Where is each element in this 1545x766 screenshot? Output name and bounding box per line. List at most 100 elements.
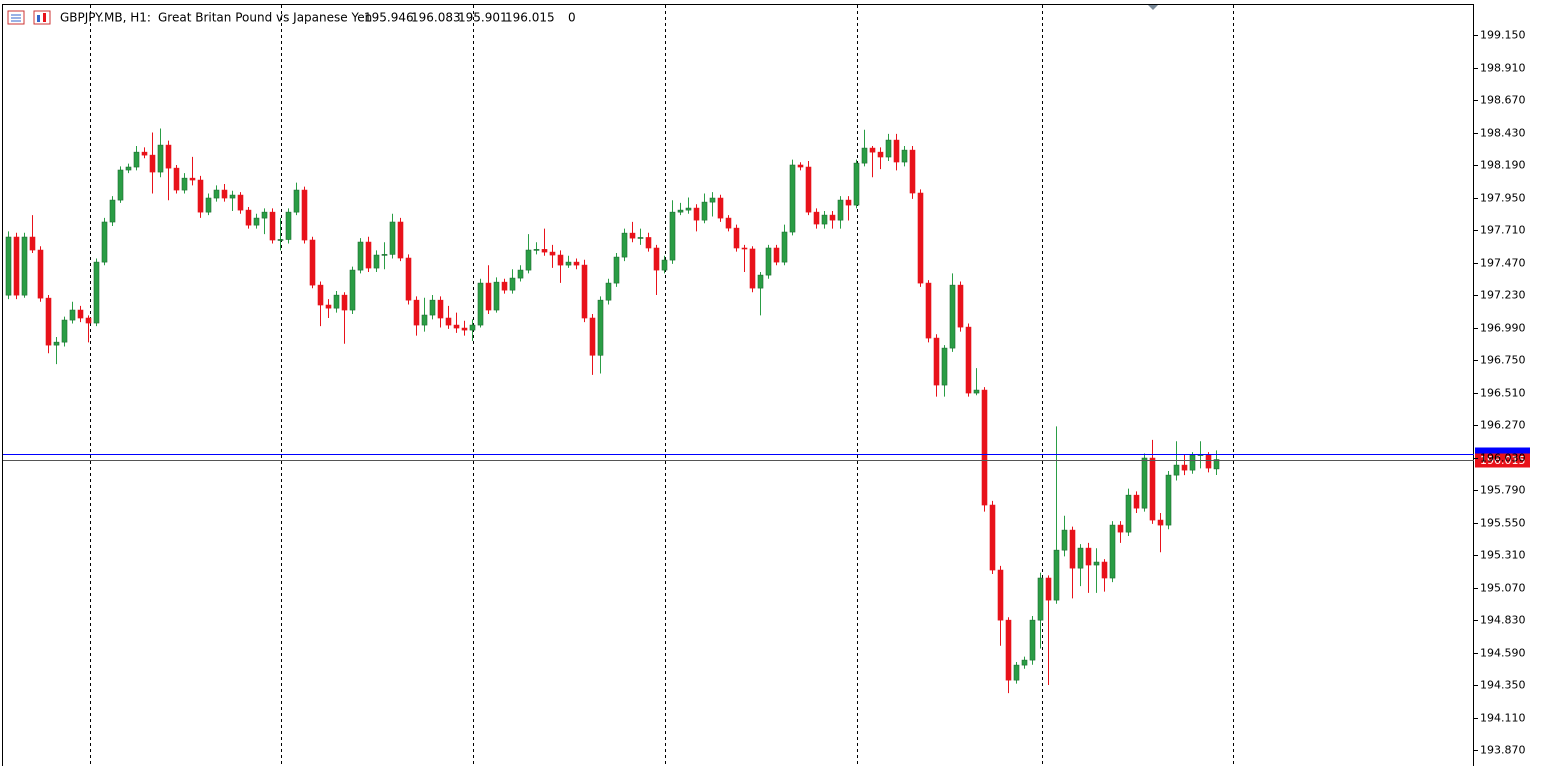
y-tick-label: 198.190 (1480, 159, 1526, 172)
candle-body (1093, 561, 1100, 566)
candle-body (333, 294, 340, 309)
candle-body (1149, 457, 1156, 521)
y-tick-label: 197.950 (1480, 192, 1526, 205)
candle-body (1181, 464, 1188, 471)
y-tick-label: 199.150 (1480, 29, 1526, 42)
candle-body (245, 209, 252, 226)
candle-body (1101, 561, 1108, 579)
candle-body (1205, 454, 1212, 469)
candle-body (821, 214, 828, 225)
candle-body (253, 217, 260, 226)
candle-body (645, 237, 652, 249)
candle-body (197, 179, 204, 213)
candle-body (525, 249, 532, 271)
candle-body (181, 177, 188, 191)
candle-body (445, 317, 452, 326)
candle-body (5, 236, 12, 296)
candle-body (765, 247, 772, 276)
candle-body (1005, 619, 1012, 681)
candle-body (405, 257, 412, 301)
candle-body (501, 281, 508, 291)
candle-body (757, 274, 764, 289)
candle-body (637, 237, 644, 239)
candle-body (1133, 494, 1140, 509)
candle-body (549, 251, 556, 256)
shift-marker (1148, 5, 1158, 10)
y-tick-label: 195.070 (1480, 582, 1526, 595)
y-tick-label: 195.550 (1480, 517, 1526, 530)
candle-body (149, 154, 156, 173)
candle-body (109, 199, 116, 223)
candle-body (877, 151, 884, 158)
icon-bar (37, 15, 40, 22)
description: Great Britan Pound vs Japanese Yen (158, 11, 372, 25)
candle-body (141, 151, 148, 156)
candle-body (69, 309, 76, 321)
candle-body (101, 221, 108, 263)
candle-body (805, 166, 812, 213)
candle-body (1125, 494, 1132, 533)
candle-body (37, 249, 44, 299)
candle-body (1117, 524, 1124, 533)
candle-body (485, 282, 492, 311)
candle-body (965, 326, 972, 394)
candle-body (605, 282, 612, 301)
ask-label-box (1475, 447, 1530, 456)
candle-body (477, 282, 484, 326)
candle-body (725, 217, 732, 229)
candle-body (189, 177, 196, 181)
candle-body (133, 151, 140, 168)
candle-body (973, 389, 980, 394)
candle-body (989, 504, 996, 571)
candle-body (1157, 519, 1164, 526)
candle-body (781, 231, 788, 263)
y-tick-label: 196.030 (1480, 452, 1526, 465)
y-tick-label: 194.110 (1480, 712, 1526, 725)
candle-body (837, 199, 844, 221)
candle-body (557, 254, 564, 266)
candle-body (621, 232, 628, 258)
header-close: 196.015 (505, 11, 555, 25)
candle-body (541, 249, 548, 253)
candle-body (205, 197, 212, 213)
y-tick-label: 196.990 (1480, 322, 1526, 335)
candle-body (677, 209, 684, 213)
candle-body (437, 299, 444, 319)
candle-body (421, 314, 428, 326)
day-separators (90, 5, 1234, 766)
candle-body (685, 207, 692, 211)
y-tick-label: 194.590 (1480, 647, 1526, 660)
candle-body (317, 284, 324, 306)
candle-body (13, 236, 20, 296)
candle-body (325, 304, 332, 309)
candle-body (277, 239, 284, 241)
candle-body (29, 236, 36, 251)
candle-body (733, 227, 740, 249)
candle-body (125, 166, 132, 171)
y-tick-label: 194.350 (1480, 679, 1526, 692)
candle-body (533, 249, 540, 251)
candle-body (1189, 454, 1196, 471)
candle-body (741, 247, 748, 250)
candle-body (389, 221, 396, 255)
candle-body (93, 261, 100, 324)
candle-body (165, 144, 172, 169)
candle-body (469, 324, 476, 331)
candle-body (357, 241, 364, 271)
candle-body (157, 144, 164, 173)
candle-body (1037, 577, 1044, 621)
plot-border (2, 4, 1474, 766)
candle-body (709, 197, 716, 203)
candle-body (997, 569, 1004, 621)
candle-body (293, 189, 300, 213)
candle-body (957, 284, 964, 328)
candle-body (213, 189, 220, 199)
candle-body (21, 236, 28, 296)
candle-body (381, 254, 388, 256)
candle-body (1085, 547, 1092, 566)
y-tick-label: 195.310 (1480, 549, 1526, 562)
candle-body (45, 297, 52, 346)
candle-body (597, 299, 604, 356)
